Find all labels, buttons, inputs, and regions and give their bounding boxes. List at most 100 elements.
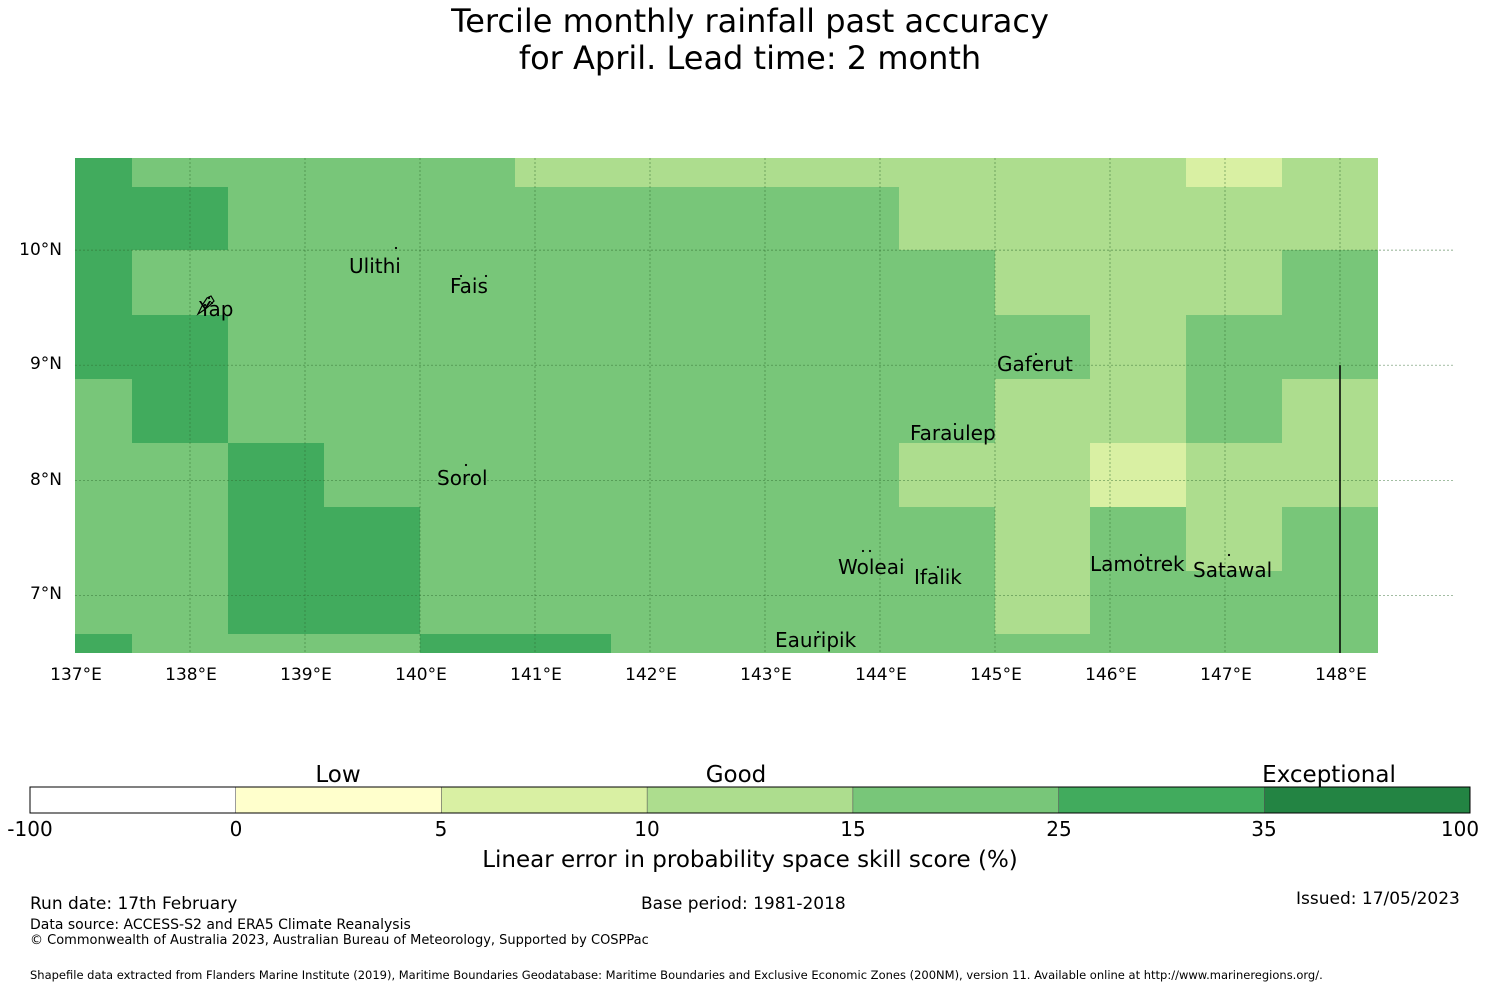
skill-cell bbox=[132, 571, 228, 634]
skill-cell bbox=[995, 443, 1090, 507]
skill-cell bbox=[899, 187, 995, 250]
skill-cell bbox=[1282, 379, 1378, 443]
island-dot bbox=[953, 422, 957, 426]
skill-cell bbox=[707, 507, 803, 571]
lon-tick-139e: 139°E bbox=[280, 665, 332, 685]
skill-cell bbox=[803, 507, 899, 571]
skill-cell bbox=[707, 250, 803, 315]
skill-cell bbox=[995, 634, 1090, 653]
skill-cell bbox=[420, 315, 515, 379]
skill-cell bbox=[803, 187, 899, 250]
island-dot bbox=[464, 463, 468, 467]
skill-cell bbox=[1282, 443, 1378, 507]
place-label-sorol: Sorol bbox=[437, 466, 488, 490]
skill-cell bbox=[324, 634, 420, 653]
place-label-satawal: Satawal bbox=[1193, 558, 1273, 582]
skill-cell bbox=[75, 250, 132, 315]
colorbar-tick-minus100: -100 bbox=[7, 817, 53, 841]
colorbar-tick-15: 15 bbox=[840, 817, 866, 841]
skill-cell bbox=[420, 187, 515, 250]
skill-cell bbox=[132, 187, 228, 250]
island-dot bbox=[861, 549, 865, 553]
skill-cell bbox=[132, 634, 228, 653]
lat-tick-7n: 7°N bbox=[29, 584, 62, 604]
skill-cell bbox=[132, 250, 228, 315]
place-label-lamotrek: Lamotrek bbox=[1090, 552, 1185, 576]
skill-cell bbox=[1186, 158, 1282, 187]
skill-cell bbox=[803, 443, 899, 507]
lon-tick-141e: 141°E bbox=[510, 665, 562, 685]
skill-cell bbox=[515, 315, 611, 379]
island-dot bbox=[936, 565, 940, 569]
skill-cell bbox=[1090, 315, 1186, 379]
skill-cell bbox=[899, 379, 995, 443]
skill-cell bbox=[515, 634, 611, 653]
skill-cell bbox=[1090, 187, 1186, 250]
skill-cell bbox=[1090, 443, 1186, 507]
island-dot bbox=[484, 274, 488, 278]
lon-tick-148e: 148°E bbox=[1315, 665, 1367, 685]
skill-cell bbox=[228, 379, 324, 443]
skill-cell bbox=[324, 443, 420, 507]
skill-cell bbox=[1090, 379, 1186, 443]
place-label-eauripik: Eauripik bbox=[775, 628, 857, 652]
skill-cell bbox=[420, 507, 515, 571]
skill-cell bbox=[1186, 634, 1282, 653]
colorbar-segment bbox=[647, 787, 853, 813]
skill-cell bbox=[611, 250, 707, 315]
skill-cell bbox=[1282, 187, 1378, 250]
skill-cell bbox=[707, 315, 803, 379]
legend-category-low: Low bbox=[315, 762, 361, 788]
skill-cell bbox=[611, 379, 707, 443]
shapefile-credit: Shapefile data extracted from Flanders M… bbox=[30, 968, 1323, 982]
skill-cell bbox=[324, 250, 420, 315]
skill-cell bbox=[132, 379, 228, 443]
skill-cell bbox=[75, 187, 132, 250]
skill-cell bbox=[75, 571, 132, 634]
skill-cell bbox=[1186, 571, 1282, 634]
skill-cell bbox=[1090, 250, 1186, 315]
data-source: Data source: ACCESS-S2 and ERA5 Climate … bbox=[30, 917, 411, 933]
island-dot bbox=[459, 274, 463, 278]
skill-cell bbox=[995, 379, 1090, 443]
skill-cell bbox=[899, 250, 995, 315]
lon-tick-137e: 137°E bbox=[50, 665, 102, 685]
skill-cell bbox=[899, 443, 995, 507]
skill-cell bbox=[1090, 158, 1186, 187]
skill-cell bbox=[324, 507, 420, 571]
colorbar-segment bbox=[1058, 787, 1265, 813]
skill-cell bbox=[899, 158, 995, 187]
lon-tick-143e: 143°E bbox=[740, 665, 792, 685]
skill-cell bbox=[803, 379, 899, 443]
skill-cell bbox=[228, 507, 324, 571]
skill-cell bbox=[1186, 315, 1282, 379]
chart-title-line-2: for April. Lead time: 2 month bbox=[518, 39, 982, 77]
colorbar-frame bbox=[29, 786, 1471, 814]
skill-cell bbox=[1186, 187, 1282, 250]
skill-cell bbox=[995, 158, 1090, 187]
lat-tick-10n: 10°N bbox=[19, 240, 62, 260]
island-dot bbox=[1227, 553, 1231, 557]
place-label-fais: Fais bbox=[450, 274, 488, 298]
colorbar-segment bbox=[852, 787, 1059, 813]
skill-cell bbox=[420, 443, 515, 507]
skill-cell bbox=[611, 158, 707, 187]
skill-cell bbox=[995, 187, 1090, 250]
skill-cell bbox=[75, 443, 132, 507]
island-dot bbox=[868, 549, 872, 553]
skill-cell bbox=[324, 158, 420, 187]
colorbar-tick-5: 5 bbox=[434, 817, 448, 841]
skill-cell bbox=[995, 250, 1090, 315]
run-date: Run date: 17th February bbox=[30, 894, 238, 914]
skill-cell bbox=[324, 379, 420, 443]
skill-cell bbox=[420, 379, 515, 443]
skill-cell bbox=[1186, 250, 1282, 315]
skill-cell bbox=[132, 507, 228, 571]
place-label-woleai: Woleai bbox=[838, 555, 905, 579]
skill-cell bbox=[228, 571, 324, 634]
skill-cell bbox=[611, 634, 707, 653]
skill-cell bbox=[1282, 250, 1378, 315]
skill-cell bbox=[803, 315, 899, 379]
skill-cell bbox=[707, 571, 803, 634]
